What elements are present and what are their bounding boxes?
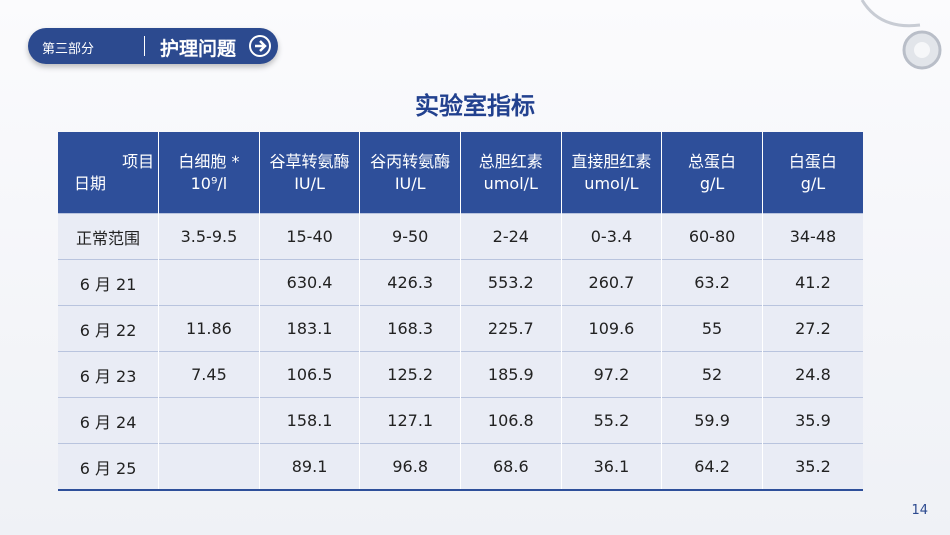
table-cell: 27.2 [761, 305, 863, 352]
column-header-line: umol/L [584, 173, 639, 193]
row-label: 6 月 22 [58, 305, 159, 352]
table-cell: 36.1 [560, 443, 662, 491]
column-header-line: 10⁹/l [190, 173, 228, 193]
table-cell: 52 [661, 351, 763, 398]
column-header-line: 直接胆红素 [571, 151, 652, 171]
row-label: 6 月 21 [58, 259, 159, 306]
row-label: 6 月 24 [58, 397, 159, 444]
section-title: 护理问题 [160, 38, 237, 60]
column-header-line: 谷丙转氨酶 [370, 151, 451, 171]
table-cell: 106.5 [258, 351, 360, 398]
table-row: 6 月 23 7.45 106.5 125.2 185.9 97.2 52 24.8 [58, 351, 863, 398]
table-cell: 9-50 [359, 213, 461, 260]
table-cell: 60-80 [661, 213, 763, 260]
table-cell: 55 [661, 305, 763, 352]
table-cell: 64.2 [661, 443, 763, 491]
column-header-line: 谷草转氨酶 [269, 151, 350, 171]
column-header: 白细胞 * 10⁹/l [158, 132, 260, 214]
arrow-icon [249, 35, 271, 57]
table-cell: 41.2 [761, 259, 863, 306]
table-cell: 2-24 [460, 213, 562, 260]
table-row: 6 月 22 11.86 183.1 168.3 225.7 109.6 55 27.2 [58, 305, 863, 352]
column-header-line: 总蛋白 [688, 151, 737, 171]
column-header: 谷丙转氨酶 IU/L [359, 132, 461, 214]
table-cell: 15-40 [258, 213, 360, 260]
table-cell: 97.2 [560, 351, 662, 398]
table-cell: 183.1 [258, 305, 360, 352]
table-row: 6 月 25 89.1 96.8 68.6 36.1 64.2 35.2 [58, 443, 863, 491]
table-cell: 68.6 [460, 443, 562, 491]
column-header-line: IU/L [294, 173, 325, 193]
table-cell [158, 259, 260, 306]
table-cell: 89.1 [258, 443, 360, 491]
column-header-line: 总胆红素 [478, 151, 543, 171]
table-row: 6 月 24 158.1 127.1 106.8 55.2 59.9 35.9 [58, 397, 863, 444]
table-cell: 7.45 [158, 351, 260, 398]
table-cell: 63.2 [661, 259, 763, 306]
table-cell: 24.8 [761, 351, 863, 398]
table-cell: 553.2 [460, 259, 562, 306]
table-cell: 34-48 [761, 213, 863, 260]
column-header-line: IU/L [394, 173, 426, 193]
table-cell: 260.7 [560, 259, 662, 306]
column-header: 谷草转氨酶 IU/L [258, 132, 360, 214]
table-cell: 185.9 [460, 351, 562, 398]
column-header-line: g/L [699, 173, 725, 193]
table-cell: 127.1 [359, 397, 461, 444]
column-header-line: 白细胞 * [178, 151, 240, 171]
column-header: 直接胆红素 umol/L [560, 132, 662, 214]
table-cell: 96.8 [359, 443, 461, 491]
table-cell: 35.9 [761, 397, 863, 444]
column-header-line: g/L [800, 173, 826, 193]
table-cell: 0-3.4 [560, 213, 662, 260]
section-label: 第三部分 [42, 42, 95, 57]
table-cell: 3.5-9.5 [158, 213, 260, 260]
separator [144, 36, 145, 56]
column-header: 总胆红素 umol/L [460, 132, 562, 214]
table-cell [158, 397, 260, 444]
table-cell: 630.4 [258, 259, 360, 306]
row-label: 6 月 23 [58, 351, 159, 398]
table-cell [158, 443, 260, 491]
column-header: 白蛋白 g/L [761, 132, 863, 214]
table-row: 正常范围 3.5-9.5 15-40 9-50 2-24 0-3.4 60-80 34-48 [58, 213, 863, 260]
column-header-line: umol/L [483, 173, 538, 193]
table-cell: 158.1 [258, 397, 360, 444]
column-header: 总蛋白 g/L [661, 132, 763, 214]
table-cell: 168.3 [359, 305, 461, 352]
table-cell: 106.8 [460, 397, 562, 444]
table-cell: 55.2 [560, 397, 662, 444]
row-label: 6 月 25 [58, 443, 159, 491]
table-cell: 426.3 [359, 259, 461, 306]
page-number: 14 [911, 503, 928, 518]
table-cell: 35.2 [761, 443, 863, 491]
slide-title: 实验室指标 [415, 92, 535, 120]
stethoscope-decoration [860, 0, 942, 70]
corner-header: 项目 日期 [58, 132, 159, 214]
corner-top: 项目 [122, 151, 155, 171]
table-cell: 125.2 [359, 351, 461, 398]
row-label: 正常范围 [58, 213, 159, 260]
column-header-line: 白蛋白 [788, 151, 837, 171]
table-cell: 109.6 [560, 305, 662, 352]
corner-bottom: 日期 [74, 173, 107, 193]
table-cell: 59.9 [661, 397, 763, 444]
section-pill: 第三部分 护理问题 [28, 28, 278, 64]
table-cell: 225.7 [460, 305, 562, 352]
table-cell: 11.86 [158, 305, 260, 352]
table-row: 6 月 21 630.4 426.3 553.2 260.7 63.2 41.2 [58, 259, 863, 306]
lab-table: 项目 日期 白细胞 * 10⁹/l 谷草转氨酶 IU/L 谷丙转氨酶 IU/L 总胆红素 umol… [58, 132, 863, 491]
